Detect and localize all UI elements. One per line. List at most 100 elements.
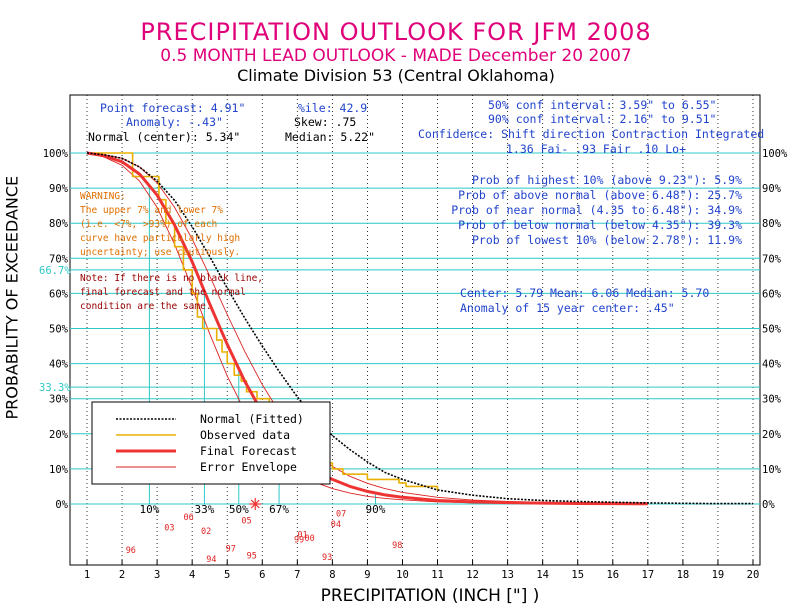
y-axis-label: PROBABILITY OF EXCEEDANCE bbox=[2, 175, 22, 420]
x-tick-label: 9 bbox=[364, 569, 370, 581]
x-tick-label: 15 bbox=[571, 569, 584, 581]
note-line: Note: If there is no black line, bbox=[80, 273, 263, 284]
y-tick-label-right: 100% bbox=[762, 148, 788, 160]
prob-lowest10: Prob of lowest 10% (below 2.78"): 11.9% bbox=[472, 233, 742, 247]
series-error-envelope-lower bbox=[86, 152, 648, 505]
percentile-label: 67% bbox=[269, 503, 289, 516]
year-label: 01 bbox=[297, 530, 307, 540]
y-tick-label-left: 100% bbox=[43, 148, 69, 160]
point-forecast: Point forecast: 4.91" bbox=[100, 101, 245, 115]
x-tick-label: 10 bbox=[396, 569, 409, 581]
x-tick-label: 17 bbox=[642, 569, 655, 581]
grid-layer bbox=[70, 95, 760, 565]
series-observed-data bbox=[87, 152, 440, 491]
x-tick-label: 3 bbox=[154, 569, 160, 581]
chart-title: PRECIPITATION OUTLOOK FOR JFM 2008 bbox=[140, 18, 652, 46]
note-line: condition are the same. bbox=[80, 301, 212, 312]
year-label: 03 bbox=[164, 523, 174, 533]
median: Median: 5.22" bbox=[285, 130, 375, 144]
chart-subtitle: 0.5 MONTH LEAD OUTLOOK - MADE December 2… bbox=[160, 46, 632, 66]
tercile-label: 33.3% bbox=[39, 382, 71, 394]
x-tick-label: 20 bbox=[747, 569, 760, 581]
y-tick-label-right: 90% bbox=[762, 183, 782, 195]
center-stats-line1: Center: 5.79 Mean: 6.06 Median: 5.70 bbox=[460, 286, 709, 300]
forecast-percentile-layer: 10% 33% 50% 67% 90% bbox=[139, 185, 386, 516]
year-label: 97 bbox=[226, 544, 236, 554]
year-label: 04 bbox=[331, 520, 341, 530]
warning-line: (i.e. <7%, >93%) of each bbox=[80, 219, 217, 230]
tercile-label: 66.7% bbox=[39, 265, 71, 277]
y-tick-label-right: 20% bbox=[762, 429, 782, 441]
legend-label: Error Envelope bbox=[200, 460, 297, 474]
probabilities-block: Prob of highest 10% (above 9.23"): 5.9% … bbox=[451, 173, 742, 315]
year-label: 00 bbox=[304, 534, 314, 544]
legend-box bbox=[91, 401, 331, 485]
confidence-header: Confidence: Shift direction Contraction … bbox=[418, 127, 764, 141]
x-tick-label: 1 bbox=[84, 569, 90, 581]
x-tick-label: 5 bbox=[224, 569, 230, 581]
y-tick-label-left: 20% bbox=[49, 429, 69, 441]
year-label: 99 bbox=[294, 536, 304, 546]
year-label: 98 bbox=[392, 541, 402, 551]
prob-above: Prob of above normal (above 6.48"): 25.7… bbox=[458, 188, 742, 202]
x-tick-label: 2 bbox=[119, 569, 125, 581]
legend-label: Normal (Fitted) bbox=[200, 412, 304, 426]
y-tick-label-right: 30% bbox=[762, 394, 782, 406]
warning-line: uncertainty; use cautiously. bbox=[80, 247, 240, 258]
warning-line: WARNING: bbox=[80, 191, 126, 202]
center-stats-line2: Anomaly of 15 year center: .45" bbox=[460, 301, 675, 315]
percentile-label: 90% bbox=[366, 503, 386, 516]
year-label: 93 bbox=[322, 553, 332, 563]
y-tick-label-right: 40% bbox=[762, 359, 782, 371]
normal-center: Normal (center): 5.34" bbox=[88, 130, 240, 144]
y-tick-label-left: 30% bbox=[49, 394, 69, 406]
year-label: 95 bbox=[247, 551, 257, 561]
x-tick-label: 16 bbox=[606, 569, 619, 581]
warning-block: WARNING: The upper 7% and lower 7% (i.e. <… bbox=[80, 191, 240, 258]
y-tick-label-right: 10% bbox=[762, 464, 782, 476]
skew: Skew: .75 bbox=[294, 115, 356, 129]
warning-line: The upper 7% and lower 7% bbox=[80, 205, 223, 216]
legend: Normal (Fitted) Observed data Final Foreca… bbox=[91, 401, 331, 485]
note-block: Note: If there is no black line, final fo… bbox=[80, 273, 263, 312]
x-tick-label: 18 bbox=[677, 569, 690, 581]
y-tick-label-left: 60% bbox=[49, 288, 69, 300]
conf-50: 50% conf interval: 3.59" to 6.55" bbox=[488, 98, 716, 112]
y-tick-label-right: 60% bbox=[762, 288, 782, 300]
y-tick-label-right: 50% bbox=[762, 324, 782, 336]
division-label: Climate Division 53 (Central Oklahoma) bbox=[237, 66, 555, 85]
percentile: %ile: 42.9 bbox=[298, 101, 367, 115]
axes-layer: 0% 0% 10% 10% 20% 20% 30% 30% 40% 40% 50% 50% 60% 60%… bbox=[39, 148, 788, 581]
anomaly: Anomaly: -.43" bbox=[126, 115, 223, 129]
series-normal-fitted bbox=[86, 152, 753, 505]
year-label: 02 bbox=[201, 527, 211, 537]
series-layer bbox=[86, 151, 753, 510]
note-line: final forecast and the normal bbox=[80, 287, 246, 298]
x-tick-label: 12 bbox=[466, 569, 479, 581]
prob-near: Prob of near normal (4.35 to 6.48"): 34.… bbox=[451, 203, 742, 217]
confidence-values: 1.36 Fai- .93 Fair .10 Lo+ bbox=[506, 142, 686, 156]
y-tick-label-right: 70% bbox=[762, 253, 782, 265]
x-tick-label: 19 bbox=[712, 569, 725, 581]
x-axis-label: PRECIPITATION (INCH ["] ) bbox=[320, 586, 540, 606]
percentile-label: 33% bbox=[194, 503, 214, 516]
percentile-label: 10% bbox=[139, 503, 159, 516]
x-tick-label: 11 bbox=[431, 569, 444, 581]
plot-frame bbox=[69, 94, 761, 566]
y-tick-label-right: 0% bbox=[762, 499, 775, 511]
y-tick-label-left: 50% bbox=[49, 324, 69, 336]
x-tick-label: 7 bbox=[294, 569, 300, 581]
y-tick-label-left: 90% bbox=[49, 183, 69, 195]
point-forecast-marker bbox=[249, 498, 262, 510]
series-error-envelope-upper bbox=[86, 152, 648, 505]
year-label: 07 bbox=[336, 509, 346, 519]
year-label: 05 bbox=[241, 516, 251, 526]
percentile-label: 50% bbox=[229, 503, 249, 516]
stats-block: Point forecast: 4.91" Anomaly: -.43" Nor… bbox=[88, 98, 764, 156]
y-tick-label-right: 80% bbox=[762, 218, 782, 230]
y-tick-label-left: 80% bbox=[49, 218, 69, 230]
x-tick-label: 14 bbox=[536, 569, 549, 581]
